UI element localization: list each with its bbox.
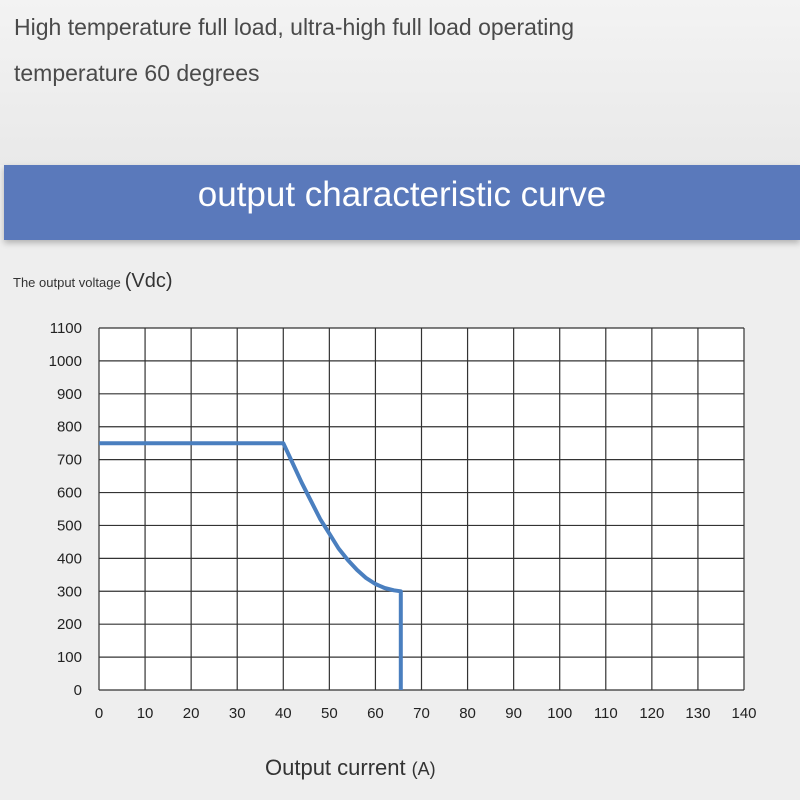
y-tick-label: 1000 [49, 353, 82, 370]
y-tick-label: 700 [57, 452, 82, 469]
x-tick-label: 90 [505, 705, 522, 722]
x-tick-label: 30 [229, 705, 246, 722]
y-tick-label: 1100 [50, 320, 82, 337]
x-tick-label: 100 [547, 705, 572, 722]
y-tick-label: 900 [57, 386, 82, 403]
x-tick-label: 110 [594, 705, 618, 722]
y-axis-unit: (Vdc) [124, 270, 173, 292]
x-tick-label: 50 [321, 705, 338, 722]
x-tick-label: 140 [731, 705, 756, 722]
y-tick-label: 800 [57, 419, 82, 436]
x-tick-label: 120 [639, 705, 664, 722]
chart-title: output characteristic curve [197, 175, 607, 214]
x-tick-label: 40 [275, 705, 292, 722]
y-tick-label: 100 [57, 649, 82, 666]
header-area: High temperature full load, ultra-high f… [0, 0, 800, 165]
x-tick-label: 10 [137, 705, 154, 722]
y-tick-label: 300 [57, 583, 82, 600]
x-tick-label: 60 [367, 705, 384, 722]
y-tick-label: 600 [57, 485, 82, 502]
x-tick-label: 130 [685, 705, 710, 722]
y-tick-label: 200 [57, 616, 82, 633]
header-line-2: temperature 60 degrees [14, 60, 260, 86]
y-axis-label-text: The output voltage [13, 275, 121, 290]
y-tick-label: 500 [57, 517, 82, 534]
x-tick-label: 0 [95, 705, 103, 722]
header-line-1: High temperature full load, ultra-high f… [14, 14, 574, 40]
y-tick-label: 400 [57, 550, 82, 567]
x-axis-unit: (A) [411, 759, 436, 779]
output-curve-line [99, 441, 403, 690]
x-tick-label: 80 [459, 705, 476, 722]
title-banner: output characteristic curve [4, 165, 800, 240]
x-axis-label: Output current (A) [265, 755, 436, 781]
x-tick-label: 70 [413, 705, 430, 722]
y-axis-label: The output voltage (Vdc) [13, 270, 173, 293]
y-tick-label: 0 [74, 682, 82, 699]
x-tick-label: 20 [183, 705, 200, 722]
x-axis-label-text: Output current [265, 755, 406, 780]
